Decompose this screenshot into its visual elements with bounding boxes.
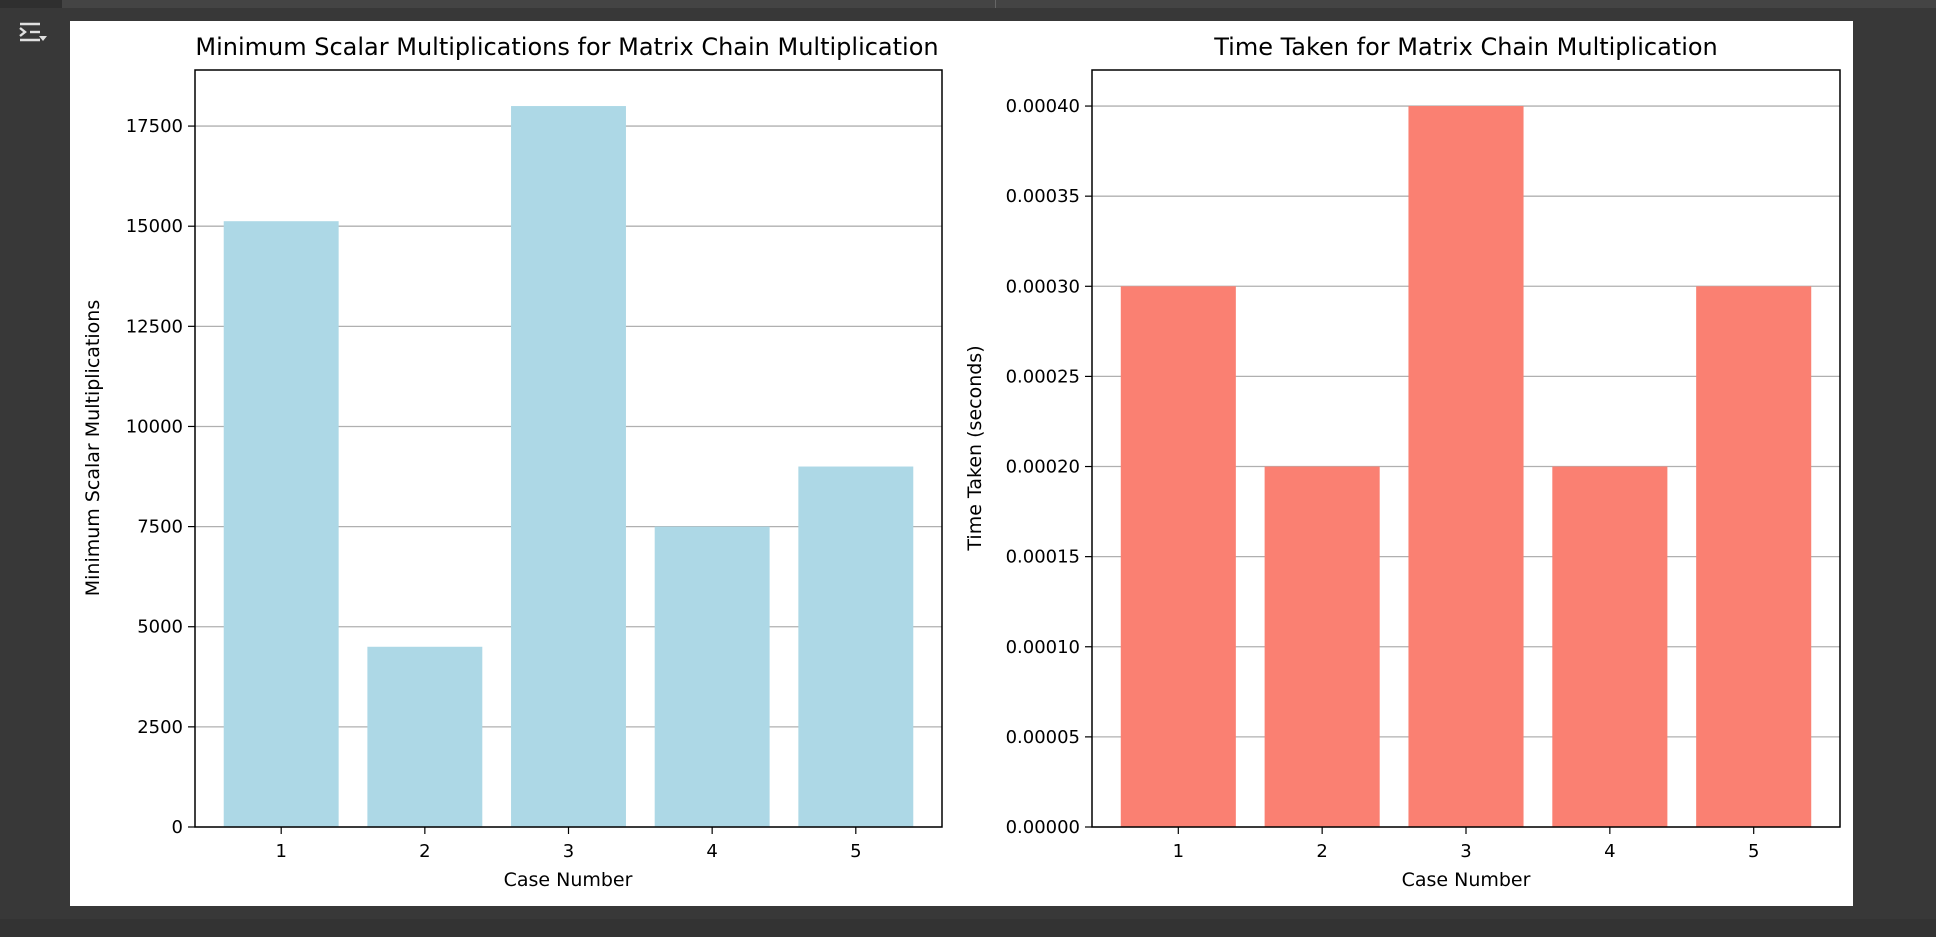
chart-2-bar bbox=[1120, 286, 1236, 827]
chart-1-bar bbox=[223, 221, 339, 828]
chart-2-ytick-label: 0.00000 bbox=[1006, 817, 1080, 838]
chart-2-xtick-label: 2 bbox=[1316, 841, 1327, 862]
chart-1-ytick-label: 10000 bbox=[126, 416, 183, 437]
chart-2-ytick-label: 0.00035 bbox=[1006, 186, 1080, 207]
chart-1-ytick-label: 0 bbox=[172, 817, 183, 838]
chart-2-xtick-label: 4 bbox=[1604, 841, 1615, 862]
output-gutter bbox=[0, 8, 62, 937]
chart-2-xtick-label: 3 bbox=[1460, 841, 1471, 862]
chart-1-ytick-label: 12500 bbox=[126, 316, 183, 337]
chart-2-title: Time Taken for Matrix Chain Multiplicati… bbox=[1213, 33, 1718, 61]
chart-1-xtick-label: 4 bbox=[706, 841, 717, 862]
chart-2-ytick-label: 0.00010 bbox=[1006, 637, 1080, 658]
chart-2-ytick-label: 0.00020 bbox=[1006, 457, 1080, 478]
chart-2-ytick-label: 0.00030 bbox=[1006, 276, 1080, 297]
chart-1-bar bbox=[798, 466, 914, 827]
chart-1-ytick-label: 5000 bbox=[137, 617, 183, 638]
chart-1-bar bbox=[654, 526, 770, 827]
chart-2-bar bbox=[1696, 286, 1812, 827]
chart-2-ylabel: Time Taken (seconds) bbox=[964, 345, 986, 551]
chart-2-bar bbox=[1408, 106, 1524, 828]
chart-1-xtick-label: 2 bbox=[419, 841, 430, 862]
cell-toolbar bbox=[62, 0, 1936, 8]
toolbar-divider bbox=[995, 0, 996, 8]
chart-1-bar bbox=[511, 106, 626, 828]
chart-1-bar bbox=[367, 646, 483, 827]
chart-2-plot-frame bbox=[1091, 69, 1841, 828]
chart-2-xtick-label: 1 bbox=[1173, 841, 1184, 862]
chart-1-ytick-label: 7500 bbox=[137, 517, 183, 538]
chart-1-plot-frame bbox=[194, 69, 943, 828]
chart-1-ylabel: Minimum Scalar Multiplications bbox=[82, 300, 104, 596]
output-settings-button[interactable] bbox=[12, 14, 52, 54]
chart-1-xtick-label: 5 bbox=[850, 841, 861, 862]
chart-1-ytick-label: 2500 bbox=[137, 717, 183, 738]
chart-1-ytick-label: 17500 bbox=[126, 116, 183, 137]
chart-1-xtick-label: 1 bbox=[275, 841, 286, 862]
figure-panel: Minimum Scalar Multiplications for Matri… bbox=[70, 21, 1853, 906]
chart-1-xlabel: Case Number bbox=[504, 869, 633, 891]
chart-2-ytick-label: 0.00015 bbox=[1006, 547, 1080, 568]
chart-1-xtick-label: 3 bbox=[563, 841, 574, 862]
chart-1-ytick-label: 15000 bbox=[126, 216, 183, 237]
chart-2-ytick-label: 0.00005 bbox=[1006, 727, 1080, 748]
chart-2-ytick-label: 0.00040 bbox=[1006, 96, 1080, 117]
toolbar-left-strip bbox=[0, 0, 62, 8]
chart-2-bar bbox=[1552, 466, 1668, 827]
chart-2-xlabel: Case Number bbox=[1402, 869, 1531, 891]
output-settings-icon bbox=[19, 22, 47, 42]
bottom-bar bbox=[0, 919, 1936, 937]
chart-1-title: Minimum Scalar Multiplications for Matri… bbox=[195, 33, 938, 61]
chart-2-bar bbox=[1264, 466, 1380, 827]
figure-canvas: Minimum Scalar Multiplications for Matri… bbox=[82, 33, 1841, 891]
chart-2-xtick-label: 5 bbox=[1748, 841, 1759, 862]
chart-2-ytick-label: 0.00025 bbox=[1006, 366, 1080, 387]
